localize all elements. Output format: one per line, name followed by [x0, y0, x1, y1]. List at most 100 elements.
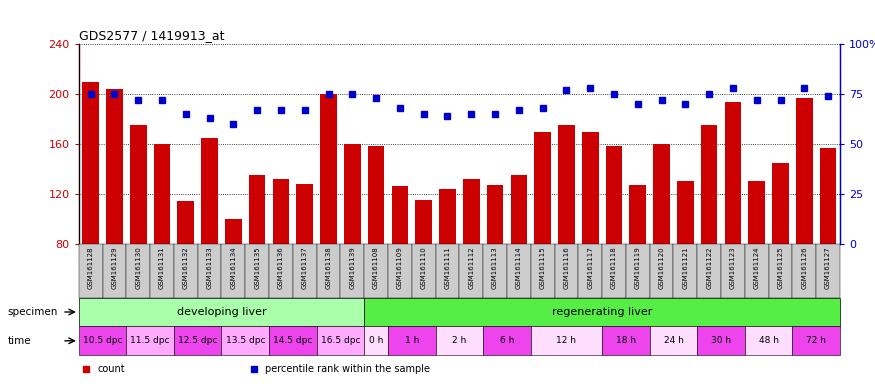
Text: GSM161116: GSM161116	[564, 247, 570, 289]
Text: 6 h: 6 h	[500, 336, 514, 345]
Bar	[558, 125, 575, 244]
Text: GSM161121: GSM161121	[682, 247, 689, 289]
Text: GSM161124: GSM161124	[753, 247, 760, 289]
FancyBboxPatch shape	[412, 244, 436, 298]
Text: GSM161132: GSM161132	[183, 247, 189, 289]
FancyBboxPatch shape	[364, 244, 388, 298]
FancyBboxPatch shape	[721, 244, 745, 298]
Text: GSM161114: GSM161114	[516, 247, 522, 289]
Text: 48 h: 48 h	[759, 336, 779, 345]
FancyBboxPatch shape	[602, 326, 649, 355]
FancyBboxPatch shape	[483, 326, 531, 355]
Bar	[273, 179, 290, 244]
FancyBboxPatch shape	[293, 244, 317, 298]
FancyBboxPatch shape	[174, 244, 198, 298]
Text: 10.5 dpc: 10.5 dpc	[83, 336, 123, 345]
Text: 12.5 dpc: 12.5 dpc	[178, 336, 217, 345]
Bar	[748, 182, 765, 244]
FancyBboxPatch shape	[270, 326, 317, 355]
Text: 14.5 dpc: 14.5 dpc	[273, 336, 312, 345]
Bar	[82, 81, 99, 244]
Text: time: time	[7, 336, 31, 346]
Bar	[392, 187, 409, 244]
Text: GSM161110: GSM161110	[421, 247, 427, 289]
FancyBboxPatch shape	[745, 244, 768, 298]
Text: GSM161118: GSM161118	[611, 247, 617, 289]
Text: 16.5 dpc: 16.5 dpc	[320, 336, 360, 345]
FancyBboxPatch shape	[697, 244, 721, 298]
Bar	[796, 98, 813, 244]
Bar	[439, 189, 456, 244]
Text: GSM161129: GSM161129	[111, 247, 117, 289]
FancyBboxPatch shape	[793, 244, 816, 298]
Text: GSM161136: GSM161136	[278, 247, 284, 289]
Bar	[225, 219, 242, 244]
Text: GSM161139: GSM161139	[349, 247, 355, 289]
Text: 13.5 dpc: 13.5 dpc	[226, 336, 265, 345]
Text: developing liver: developing liver	[177, 307, 266, 317]
Bar	[178, 201, 194, 244]
FancyBboxPatch shape	[388, 326, 436, 355]
Text: GSM161120: GSM161120	[659, 247, 665, 289]
Text: count: count	[98, 364, 125, 374]
FancyBboxPatch shape	[388, 244, 412, 298]
FancyBboxPatch shape	[198, 244, 221, 298]
FancyBboxPatch shape	[364, 326, 388, 355]
Text: 1 h: 1 h	[404, 336, 419, 345]
FancyBboxPatch shape	[221, 326, 270, 355]
FancyBboxPatch shape	[649, 326, 697, 355]
Text: GSM161137: GSM161137	[302, 247, 308, 289]
Text: GSM161133: GSM161133	[206, 247, 213, 289]
Text: GSM161115: GSM161115	[540, 247, 546, 289]
Bar	[368, 146, 384, 244]
FancyBboxPatch shape	[221, 244, 245, 298]
FancyBboxPatch shape	[436, 326, 483, 355]
Bar	[773, 163, 789, 244]
Text: 0 h: 0 h	[369, 336, 383, 345]
Text: percentile rank within the sample: percentile rank within the sample	[265, 364, 430, 374]
FancyBboxPatch shape	[270, 244, 293, 298]
Text: GSM161135: GSM161135	[254, 247, 260, 289]
FancyBboxPatch shape	[507, 244, 531, 298]
Bar	[106, 89, 123, 244]
FancyBboxPatch shape	[79, 244, 102, 298]
Bar	[724, 101, 741, 244]
Text: specimen: specimen	[7, 307, 58, 317]
FancyBboxPatch shape	[793, 326, 840, 355]
Text: GSM161117: GSM161117	[587, 247, 593, 289]
Bar	[677, 182, 694, 244]
Text: GSM161131: GSM161131	[159, 247, 165, 289]
FancyBboxPatch shape	[317, 244, 340, 298]
FancyBboxPatch shape	[816, 244, 840, 298]
FancyBboxPatch shape	[174, 326, 221, 355]
Text: GSM161126: GSM161126	[802, 247, 808, 289]
Bar	[629, 185, 646, 244]
Bar	[320, 94, 337, 244]
Text: GSM161112: GSM161112	[468, 247, 474, 289]
FancyBboxPatch shape	[768, 244, 793, 298]
Text: 24 h: 24 h	[663, 336, 683, 345]
Bar	[297, 184, 313, 244]
FancyBboxPatch shape	[531, 326, 602, 355]
Text: regenerating liver: regenerating liver	[552, 307, 652, 317]
FancyBboxPatch shape	[102, 244, 126, 298]
Bar	[416, 200, 432, 244]
FancyBboxPatch shape	[649, 244, 674, 298]
Bar	[654, 144, 670, 244]
Text: 18 h: 18 h	[616, 336, 636, 345]
Text: GSM161119: GSM161119	[634, 247, 640, 289]
Text: GDS2577 / 1419913_at: GDS2577 / 1419913_at	[79, 28, 224, 41]
Bar	[701, 125, 717, 244]
FancyBboxPatch shape	[150, 244, 174, 298]
FancyBboxPatch shape	[602, 244, 626, 298]
Text: 72 h: 72 h	[806, 336, 826, 345]
Text: GSM161109: GSM161109	[397, 247, 402, 289]
Text: 2 h: 2 h	[452, 336, 466, 345]
Text: GSM161113: GSM161113	[492, 247, 498, 289]
FancyBboxPatch shape	[436, 244, 459, 298]
FancyBboxPatch shape	[578, 244, 602, 298]
Bar	[154, 144, 171, 244]
Bar	[130, 125, 146, 244]
FancyBboxPatch shape	[697, 326, 745, 355]
Bar	[582, 131, 598, 244]
